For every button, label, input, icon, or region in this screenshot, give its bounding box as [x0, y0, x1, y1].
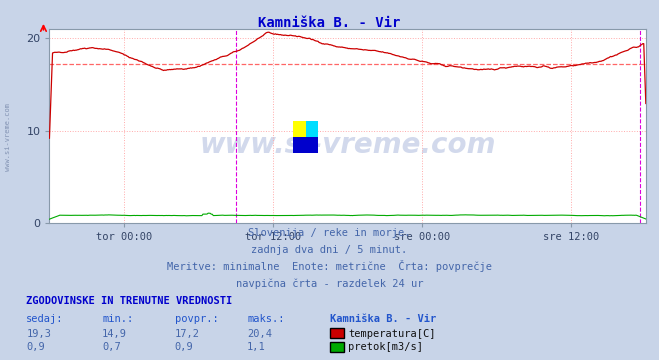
Bar — [306, 137, 318, 153]
Text: 0,9: 0,9 — [26, 342, 45, 352]
Bar — [293, 137, 306, 153]
Text: 17,2: 17,2 — [175, 329, 200, 339]
Text: min.:: min.: — [102, 314, 133, 324]
Text: Meritve: minimalne  Enote: metrične  Črta: povprečje: Meritve: minimalne Enote: metrične Črta:… — [167, 260, 492, 272]
Text: maks.:: maks.: — [247, 314, 285, 324]
Text: 19,3: 19,3 — [26, 329, 51, 339]
Text: zadnja dva dni / 5 minut.: zadnja dva dni / 5 minut. — [251, 245, 408, 255]
Text: Kamniška B. - Vir: Kamniška B. - Vir — [258, 16, 401, 30]
Text: povpr.:: povpr.: — [175, 314, 218, 324]
Text: 1,1: 1,1 — [247, 342, 266, 352]
Text: Slovenija / reke in morje.: Slovenija / reke in morje. — [248, 228, 411, 238]
Text: temperatura[C]: temperatura[C] — [348, 329, 436, 339]
Text: pretok[m3/s]: pretok[m3/s] — [348, 342, 423, 352]
Bar — [306, 121, 318, 137]
Text: navpična črta - razdelek 24 ur: navpična črta - razdelek 24 ur — [236, 278, 423, 289]
Text: 0,9: 0,9 — [175, 342, 193, 352]
Text: www.si-vreme.com: www.si-vreme.com — [200, 131, 496, 159]
Text: 0,7: 0,7 — [102, 342, 121, 352]
Bar — [293, 121, 306, 137]
Text: 14,9: 14,9 — [102, 329, 127, 339]
Text: www.si-vreme.com: www.si-vreme.com — [5, 103, 11, 171]
Text: 20,4: 20,4 — [247, 329, 272, 339]
Text: Kamniška B. - Vir: Kamniška B. - Vir — [330, 314, 436, 324]
Text: ZGODOVINSKE IN TRENUTNE VREDNOSTI: ZGODOVINSKE IN TRENUTNE VREDNOSTI — [26, 296, 233, 306]
Text: sedaj:: sedaj: — [26, 314, 64, 324]
